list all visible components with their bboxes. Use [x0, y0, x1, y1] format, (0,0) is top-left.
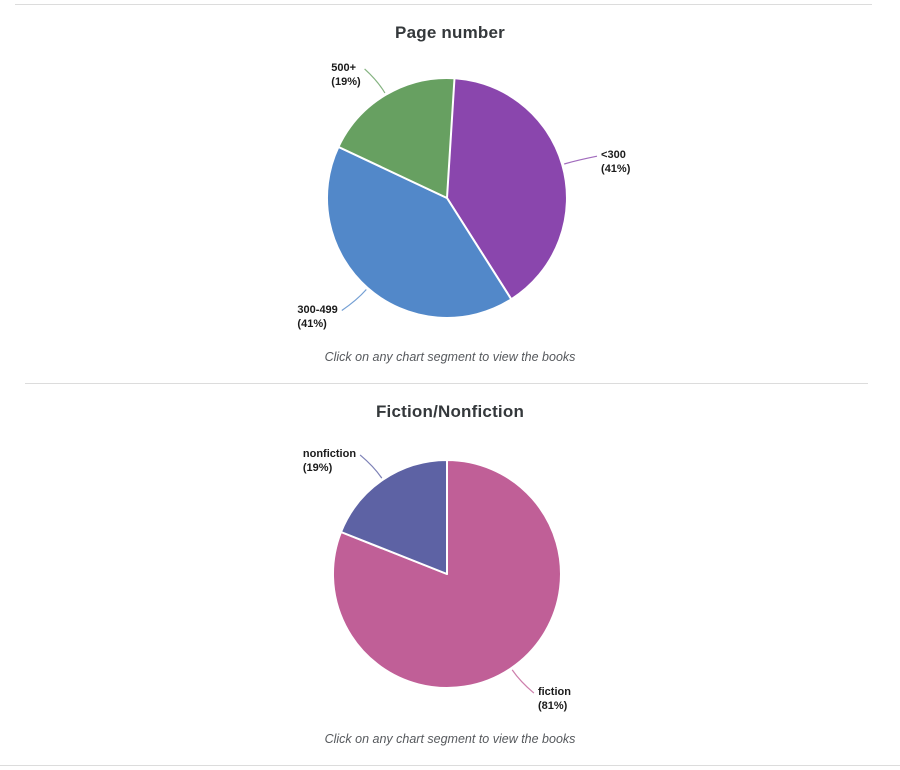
chart-section-page-number: Page number <300 (41%) 300-499 (41%) 500+ (19… [0, 5, 900, 383]
section-divider [25, 383, 868, 384]
label-leader-line [364, 68, 386, 94]
label-leader-line [511, 669, 535, 694]
chart-section-fiction-nonfiction: Fiction/Nonfiction fiction (81%) nonfictio… [0, 384, 900, 765]
label-leader-line [341, 289, 367, 311]
pie-segment-nonfiction[interactable] [340, 459, 448, 575]
pie-segment-300-499[interactable] [325, 145, 513, 319]
pie-chart-fiction-nonfiction [331, 454, 562, 694]
top-divider [15, 4, 872, 5]
pie-segment-500[interactable] [337, 76, 456, 199]
chart-title-page-number: Page number [395, 23, 505, 42]
pie-chart-page-number [325, 68, 598, 319]
stats-page: { "page": { "background": "#ffffff", "di… [0, 4, 900, 770]
label-leader-line [359, 454, 383, 479]
chart-title-fiction-nonfiction: Fiction/Nonfiction [375, 402, 525, 421]
chart-caption-page-number: Click on any chart segment to view the b… [324, 350, 576, 364]
label-leader-line [564, 155, 598, 165]
chart-caption-fiction-nonfiction: Click on any chart segment to view the b… [324, 732, 576, 746]
